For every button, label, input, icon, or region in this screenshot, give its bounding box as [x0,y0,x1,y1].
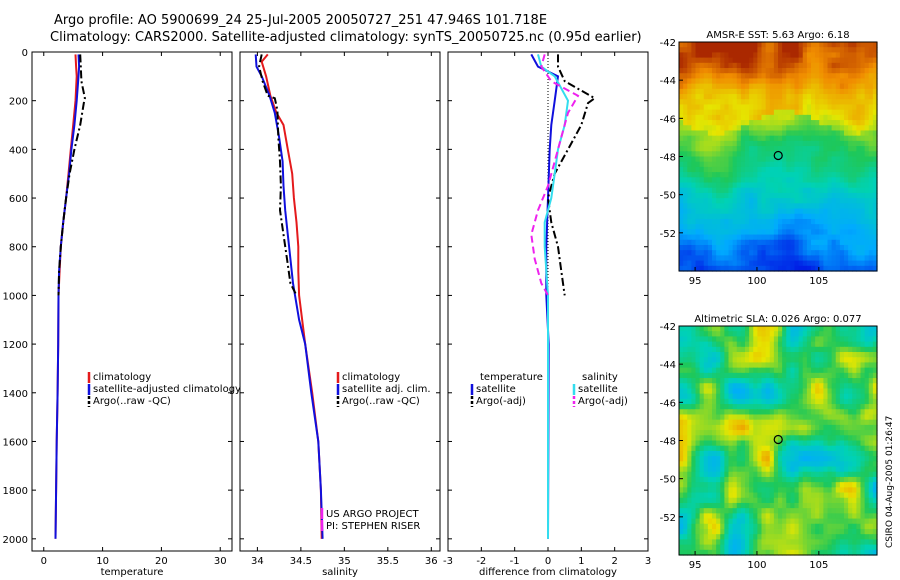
legend-item-1-1: satellite adj. clim. [342,384,431,395]
series-line-0-1 [54,54,81,539]
map-y-tick-label: -42 [660,38,676,49]
y-tick-label: 1000 [3,291,28,302]
y-tick-label: 0 [22,48,28,59]
x-axis-label: temperature [101,567,164,578]
plot-frame-0 [31,51,233,552]
y-tick-label: 200 [9,97,28,108]
annotation-text-0: US ARGO PROJECT [326,509,420,520]
heatmap-cells-3 [679,42,878,272]
legend-item-2-0-1: Argo(-adj) [476,396,526,407]
figure-title-line1: Argo profile: AO 5900699_24 25-Jul-2005 … [54,13,548,28]
x-tick-label: -1 [510,556,520,567]
map-y-tick-label: -50 [660,475,676,486]
map-y-tick-label: -50 [660,191,676,202]
map-y-tick-label: -48 [660,153,676,164]
x-tick-label: 35.5 [377,556,399,567]
x-tick-label: 2 [611,556,617,567]
y-tick-label: 800 [9,243,28,254]
argo-float-marker-4 [773,434,783,445]
legend-item-0-1: satellite-adjusted climatology [93,384,241,395]
legend-item-0-2: Argo(..raw -QC) [93,396,171,407]
map-title-3: AMSR-E SST: 5.63 Argo: 6.18 [706,30,849,41]
x-tick-label: 3 [645,556,651,567]
y-tick-label: 1400 [3,389,28,400]
map-x-tick-label: 100 [747,276,766,287]
x-tick-label: 10 [96,556,109,567]
figure-title-line2: Climatology: CARS2000. Satellite-adjuste… [50,30,642,45]
series-line-2-1 [546,54,597,296]
map-y-tick-label: -52 [660,513,676,524]
x-tick-label: 35 [338,556,351,567]
map-x-tick-label: 95 [689,276,702,287]
map-y-tick-label: -44 [660,360,676,371]
x-tick-label: 0 [41,556,47,567]
map-y-tick-label: -46 [660,114,676,125]
series-line-1-2 [258,54,298,296]
series-line-2-3 [530,54,580,296]
legend-item-2-1-1: Argo(-adj) [578,396,628,407]
y-tick-label: 1600 [3,437,28,448]
x-tick-label: 20 [155,556,168,567]
y-tick-label: 600 [9,194,28,205]
plot-frame-1 [239,51,441,552]
series-line-0-2 [57,54,86,296]
legend-group-header-0: temperature [480,372,543,383]
x-tick-label: 1 [578,556,584,567]
legend-item-2-0-0: satellite [476,384,516,395]
map-y-tick-label: -44 [660,76,676,87]
x-axis-label: difference from climatology [479,567,617,578]
map-x-tick-label: 95 [689,560,702,571]
map-x-tick-label: 105 [809,560,828,571]
map-y-tick-label: -48 [660,437,676,448]
x-tick-label: 34.5 [290,556,312,567]
legend-item-2-1-0: satellite [578,384,618,395]
x-tick-label: 0 [545,556,551,567]
y-tick-label: 2000 [3,535,28,546]
map-title-4: Altimetric SLA: 0.026 Argo: 0.077 [694,314,861,325]
legend-item-1-2: Argo(..raw -QC) [342,396,420,407]
series-line-2-2 [537,54,570,539]
y-tick-label: 1800 [3,486,28,497]
map-y-tick-label: -46 [660,398,676,409]
timestamp-label: CSIRO 04-Aug-2005 01:26:47 [885,415,895,548]
x-axis-label: salinity [322,567,358,578]
x-tick-label: 34 [251,556,264,567]
y-tick-label: 1200 [3,340,28,351]
map-x-tick-label: 100 [747,560,766,571]
argo-float-marker-3 [773,150,783,161]
heatmap-cells-4 [679,326,878,556]
map-y-tick-label: -52 [660,229,676,240]
x-tick-label: 30 [214,556,227,567]
map-y-tick-label: -42 [660,322,676,333]
x-tick-label: 36 [425,556,438,567]
legend-item-1-0: climatology [342,372,400,383]
legend-group-header-1: salinity [582,372,618,383]
map-x-tick-label: 105 [809,276,828,287]
annotation-text-1: PI: STEPHEN RISER [326,521,420,532]
x-tick-label: -2 [476,556,486,567]
series-line-1-1 [254,54,324,539]
x-tick-label: -3 [443,556,453,567]
y-tick-label: 400 [9,145,28,156]
legend-item-0-0: climatology [93,372,151,383]
